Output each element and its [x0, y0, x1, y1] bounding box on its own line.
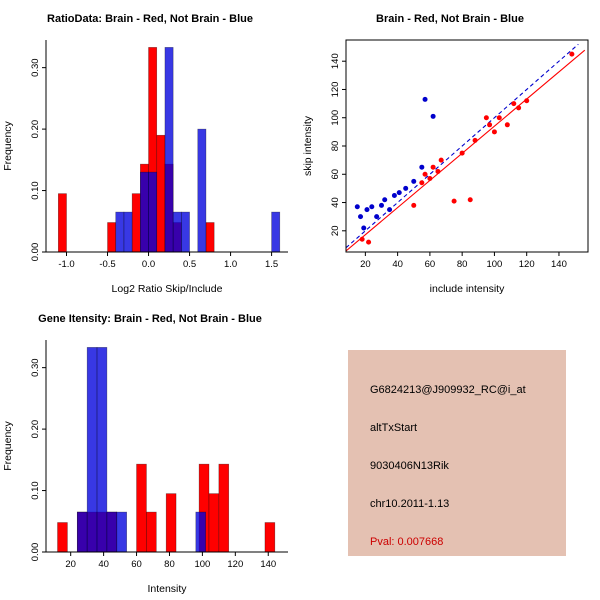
svg-text:skip intensity: skip intensity: [302, 115, 314, 176]
panel-gene-info: G6824213@J909932_RC@i_at altTxStart 9030…: [300, 300, 600, 600]
svg-text:120: 120: [330, 82, 341, 98]
svg-text:-0.5: -0.5: [99, 259, 115, 270]
svg-text:0.20: 0.20: [30, 420, 41, 439]
svg-text:80: 80: [164, 559, 175, 570]
svg-text:120: 120: [227, 559, 243, 570]
svg-text:20: 20: [360, 259, 371, 270]
ratio-histogram-plot: -1.0 -0.5 0.0 0.5 1.0 1.5 0.00 0.10 0.20 0.30 Log2…: [2, 40, 288, 295]
panel-gene-histogram: Gene Itensity: Brain - Red, Not Brain - …: [0, 300, 300, 600]
svg-text:0.10: 0.10: [30, 481, 41, 500]
svg-text:80: 80: [457, 259, 468, 270]
panel-scatter: Brain - Red, Not Brain - Blue 20 40 60 80 10…: [300, 0, 600, 300]
svg-text:40: 40: [98, 559, 109, 570]
chart-title: Brain - Red, Not Brain - Blue: [376, 13, 524, 25]
svg-text:120: 120: [519, 259, 535, 270]
svg-text:0.00: 0.00: [30, 543, 41, 562]
svg-text:20: 20: [65, 559, 76, 570]
svg-text:-1.0: -1.0: [58, 259, 74, 270]
svg-text:1.5: 1.5: [265, 259, 278, 270]
gene-symbol-text: 9030406N13Rik: [370, 460, 449, 472]
svg-text:20: 20: [330, 226, 341, 237]
svg-text:1.0: 1.0: [224, 259, 237, 270]
svg-text:60: 60: [330, 169, 341, 180]
svg-text:0.30: 0.30: [30, 358, 41, 377]
chart-title: Gene Itensity: Brain - Red, Not Brain - …: [38, 313, 262, 325]
svg-text:0.5: 0.5: [183, 259, 196, 270]
svg-text:40: 40: [392, 259, 403, 270]
svg-text:0.0: 0.0: [142, 259, 155, 270]
svg-text:0.00: 0.00: [30, 243, 41, 262]
genome-location-text: chr10.2011-1.13: [370, 498, 450, 510]
svg-text:60: 60: [425, 259, 436, 270]
svg-text:0.20: 0.20: [30, 120, 41, 138]
svg-text:140: 140: [551, 259, 567, 270]
svg-text:140: 140: [260, 559, 276, 570]
panel-ratio-histogram: RatioData: Brain - Red, Not Brain - Blue…: [0, 0, 300, 300]
probe-id-text: G6824213@J909932_RC@i_at: [370, 384, 526, 396]
svg-text:40: 40: [330, 197, 341, 208]
svg-text:Intensity: Intensity: [147, 583, 187, 595]
svg-text:Frequency: Frequency: [2, 120, 14, 170]
pval-text: Pval: 0.007668: [370, 536, 444, 548]
gene-histogram-plot: 20 40 60 80 100 120 140 0.00 0.10 0.20 0.30 Intensi…: [2, 340, 288, 595]
svg-text:0.10: 0.10: [30, 181, 41, 200]
gene-info-box: G6824213@J909932_RC@i_at altTxStart 9030…: [348, 350, 566, 556]
svg-text:0.30: 0.30: [30, 58, 41, 77]
svg-text:Log2 Ratio Skip/Include: Log2 Ratio Skip/Include: [112, 283, 223, 295]
svg-text:80: 80: [330, 141, 341, 152]
svg-text:100: 100: [194, 559, 210, 570]
svg-text:Frequency: Frequency: [2, 420, 14, 470]
scatter-plot: 20 40 60 80 100 120 140 20 40 60 80 100 120 140 includ…: [302, 39, 589, 295]
svg-text:100: 100: [486, 259, 502, 270]
chart-title: RatioData: Brain - Red, Not Brain - Blue: [47, 13, 253, 25]
svg-text:140: 140: [330, 53, 341, 69]
svg-text:include intensity: include intensity: [430, 283, 505, 295]
event-type-text: altTxStart: [370, 422, 418, 434]
svg-text:60: 60: [131, 559, 142, 570]
svg-text:100: 100: [330, 110, 341, 126]
